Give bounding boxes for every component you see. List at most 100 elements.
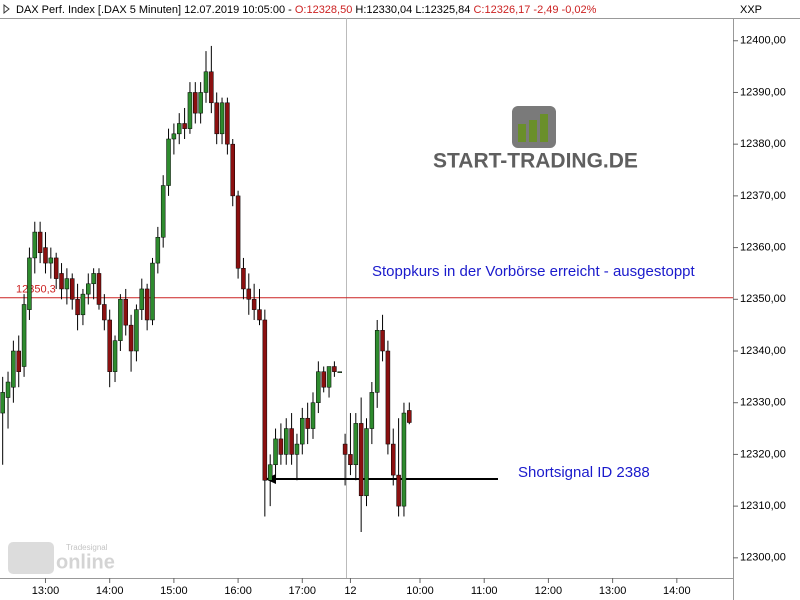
candle-body [112, 340, 118, 372]
x-tick-label: 14:00 [663, 585, 691, 597]
candle-body [374, 330, 380, 393]
logo-text: Tradesignal [66, 543, 108, 552]
candle-body [278, 438, 284, 455]
logo-box [8, 542, 54, 574]
candle-body [310, 402, 316, 429]
candle-body [407, 410, 412, 423]
y-tick-label: 12360,00 [740, 241, 786, 253]
candle-body [144, 288, 150, 321]
candle-body [91, 273, 96, 285]
candle-body [225, 102, 230, 145]
candle-body [166, 138, 171, 186]
candle-body [32, 231, 38, 259]
candle-body [235, 195, 241, 269]
x-tick-label: 11:00 [471, 585, 498, 597]
candle-body [155, 236, 161, 264]
candle-body [182, 123, 187, 129]
candle-body [139, 288, 145, 310]
y-tick-label: 12350,00 [740, 293, 786, 305]
annotation: Shortsignal ID 2388 [518, 464, 650, 481]
y-tick-label: 12330,00 [740, 397, 786, 409]
candle-body [187, 92, 193, 129]
candle-body [273, 438, 278, 466]
candle-body [118, 299, 123, 341]
header-low: L:12325,84 [415, 4, 470, 16]
candle-body [326, 366, 332, 388]
x-tick-label: 15:00 [160, 585, 188, 597]
candle-body [16, 350, 21, 372]
logo-bar [529, 120, 537, 142]
candle-body [176, 123, 182, 135]
candle-body [86, 283, 91, 295]
header-close: C:12326,17 -2,49 -0,02% [473, 4, 596, 16]
candle-body [75, 299, 80, 316]
candle-body [107, 319, 112, 372]
candle-body [289, 428, 294, 455]
candle-body [134, 309, 139, 352]
logo-text: online [56, 551, 115, 573]
candle-body [396, 474, 401, 507]
y-tick-label: 12370,00 [740, 190, 786, 202]
x-tick-label: 13:00 [599, 585, 627, 597]
x-tick-label: 10:00 [406, 585, 434, 597]
start-trading-logo: START-TRADING.DE [433, 106, 638, 173]
candle-body [150, 262, 155, 321]
x-tick-label: 16:00 [224, 585, 252, 597]
candle-body [64, 278, 70, 290]
candle-body [353, 423, 359, 466]
candle-body [364, 428, 369, 497]
candle-body [257, 309, 262, 321]
candle-body [369, 392, 375, 429]
x-tick-label: 12:00 [535, 585, 563, 597]
candle-body [348, 454, 353, 466]
candle-body [53, 257, 59, 279]
candle-body [21, 304, 27, 367]
y-tick-label: 12320,00 [740, 448, 786, 460]
candle-body [342, 443, 348, 455]
candle-body [251, 299, 257, 310]
candle-body [294, 443, 300, 455]
tradesignal-logo: Tradesignal online [8, 542, 115, 574]
y-tick-label: 12300,00 [740, 552, 786, 564]
candle-body [391, 443, 396, 476]
candle-body [48, 257, 54, 264]
candle-body [214, 102, 219, 135]
x-tick-label: 12 [344, 585, 356, 597]
axis-label: XXP [740, 4, 762, 16]
candle-body [358, 423, 364, 497]
y-tick-label: 12400,00 [740, 35, 786, 47]
candle-body [59, 273, 64, 290]
candle-body [5, 381, 11, 398]
x-tick-label: 14:00 [96, 585, 124, 597]
candle-body [0, 392, 5, 414]
y-tick-label: 12340,00 [740, 345, 786, 357]
candle-body [171, 133, 177, 140]
candle-body [305, 417, 310, 429]
logo-text: START-TRADING.DE [433, 150, 638, 173]
candle-body [337, 371, 342, 373]
logo-bar [540, 114, 548, 142]
candle-body [102, 304, 107, 321]
candle-body [332, 366, 337, 372]
candle-body [262, 319, 268, 481]
candle-body [27, 257, 32, 310]
candle-body [43, 247, 48, 264]
annotation: Stoppkurs in der Vorbörse erreicht - aus… [372, 263, 696, 280]
logo-bar [518, 124, 526, 142]
candle-body [283, 428, 289, 455]
candle-body [241, 268, 246, 290]
y-tick-label: 12310,00 [740, 500, 786, 512]
candle-body [401, 412, 407, 507]
candle-body [160, 185, 166, 238]
candle-body [219, 102, 225, 135]
candle-body [69, 278, 75, 300]
candle-body [203, 71, 209, 93]
header: DAX Perf. Index [.DAX 5 Minuten] 12.07.2… [16, 4, 597, 16]
level-label: 12350,3 [16, 284, 56, 296]
candle-body [193, 92, 198, 114]
candle-body [380, 330, 385, 352]
candle-body [246, 288, 252, 300]
candle-body [123, 299, 128, 326]
candle-body [37, 231, 43, 254]
header-icon [3, 3, 10, 15]
